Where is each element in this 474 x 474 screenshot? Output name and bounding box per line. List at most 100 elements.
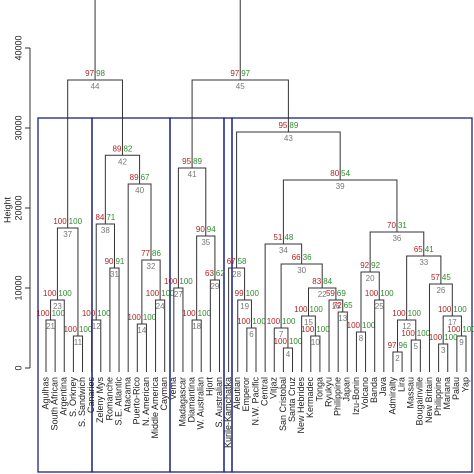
edge-number: 39 <box>336 182 345 191</box>
dendrogram-branch <box>209 279 220 372</box>
bp-value: 92 <box>371 261 380 270</box>
leaf-label: Hjort <box>205 377 215 397</box>
leaf-label: Madagascar <box>177 377 187 427</box>
leaf-label: Kurile-Kamchatka <box>223 377 233 448</box>
leaf-label: Middle America <box>150 377 160 439</box>
au-value: 95 <box>278 121 287 130</box>
leaf-label: Mariana <box>442 377 452 410</box>
leaf-label: Kermadec <box>305 377 315 419</box>
leaf-label: Lira <box>396 377 406 392</box>
leaf-label: Argentina <box>59 377 69 416</box>
leaf-label: Atacama <box>123 377 133 413</box>
bp-value: 100 <box>444 333 458 342</box>
leaf-label: South African <box>50 377 60 431</box>
leaf-label: Cayman <box>159 377 169 411</box>
leaf-label: Volcano <box>360 377 370 409</box>
leaf-label: Canaries <box>86 377 96 414</box>
au-value: 100 <box>146 289 160 298</box>
edge-number: 29 <box>210 282 219 291</box>
edge-number: 35 <box>201 238 210 247</box>
leaf-label: Tonga <box>314 377 324 402</box>
edge-number: 40 <box>135 186 144 195</box>
edge-number: 11 <box>74 338 83 347</box>
edge-number: 19 <box>240 302 249 311</box>
bp-value: 62 <box>216 269 225 278</box>
edge-number: 18 <box>192 322 201 331</box>
edge-number: 24 <box>156 302 165 311</box>
y-tick-label: 40000 <box>13 35 23 60</box>
au-value: 51 <box>273 233 282 242</box>
leaf-label: Palau <box>451 377 461 400</box>
au-value: 70 <box>387 221 396 230</box>
leaf-label: Romanche <box>104 377 114 421</box>
bp-value: 67 <box>141 173 150 182</box>
au-value: 97 <box>388 341 397 350</box>
bp-value: 100 <box>69 217 83 226</box>
leaf-label: San Cristobal <box>278 377 288 431</box>
y-tick-label: 30000 <box>13 115 23 140</box>
bp-value: 94 <box>207 225 216 234</box>
dendrogram-branch <box>173 287 184 372</box>
edge-number: 37 <box>63 230 72 239</box>
edge-number: 16 <box>331 302 340 311</box>
edge-number: 17 <box>448 318 457 327</box>
leaf-label: N. American <box>141 377 151 426</box>
leaf-label: Puerto-Rico <box>132 377 142 425</box>
bp-value: 100 <box>289 337 303 346</box>
leaf-label: S. Orkney <box>68 377 78 418</box>
dendrogram-branch <box>56 227 79 336</box>
edge-number: 30 <box>297 266 306 275</box>
au-value: 100 <box>447 325 461 334</box>
au-value: 90 <box>196 225 205 234</box>
au-value: 67 <box>227 257 236 266</box>
edge-number: 31 <box>110 270 119 279</box>
bp-value: 31 <box>398 221 407 230</box>
bp-value: 86 <box>152 249 161 258</box>
bp-value: 91 <box>115 257 124 266</box>
bp-value: 54 <box>341 169 350 178</box>
edge-number: 41 <box>188 170 197 179</box>
leaf-label: N.W. Pacific <box>250 377 260 426</box>
bp-value: 100 <box>310 305 324 314</box>
leaf-label: Java <box>378 377 388 396</box>
au-value: 100 <box>128 313 142 322</box>
dendrogram-branch <box>109 267 120 372</box>
leaf-label: Emperor <box>241 377 251 412</box>
leaf-label: Agulhas <box>40 377 50 410</box>
bp-value: 84 <box>323 277 332 286</box>
leaf-label: Philippine <box>433 377 443 416</box>
au-value: 100 <box>82 309 96 318</box>
leaf-label: Vema <box>168 377 178 400</box>
au-value: 57 <box>431 273 440 282</box>
bp-value: 65 <box>344 301 353 310</box>
bp-value: 100 <box>143 313 157 322</box>
edge-number: 2 <box>395 354 400 363</box>
au-value: 97 <box>85 69 94 78</box>
edge-number: 28 <box>232 270 241 279</box>
edge-number: 26 <box>436 286 445 295</box>
edge-number: 42 <box>118 157 127 166</box>
dendrogram-branch <box>67 79 123 228</box>
cluster-box <box>231 117 473 473</box>
au-value: 100 <box>365 289 379 298</box>
bp-value: 100 <box>252 317 266 326</box>
edge-number: 38 <box>101 226 110 235</box>
bp-value: 98 <box>96 69 105 78</box>
edge-number: 9 <box>459 338 464 347</box>
au-value: 100 <box>43 289 57 298</box>
edge-number: 13 <box>338 314 347 323</box>
bp-value: 89 <box>289 121 298 130</box>
leaf-label: New Britain <box>424 377 434 423</box>
leaf-label: S. Sandwich <box>77 377 87 427</box>
leaf-label: Ryukyu <box>323 377 333 407</box>
bp-value: 100 <box>462 325 474 334</box>
leaf-label: Yap <box>460 377 470 392</box>
bp-value: 48 <box>284 233 293 242</box>
leaf-label: Santa Cruz <box>287 377 297 423</box>
au-value: 100 <box>274 337 288 346</box>
edge-number: 33 <box>419 258 428 267</box>
cluster-boxes <box>37 117 473 473</box>
au-value: 100 <box>392 309 406 318</box>
au-value: 59 <box>326 289 335 298</box>
